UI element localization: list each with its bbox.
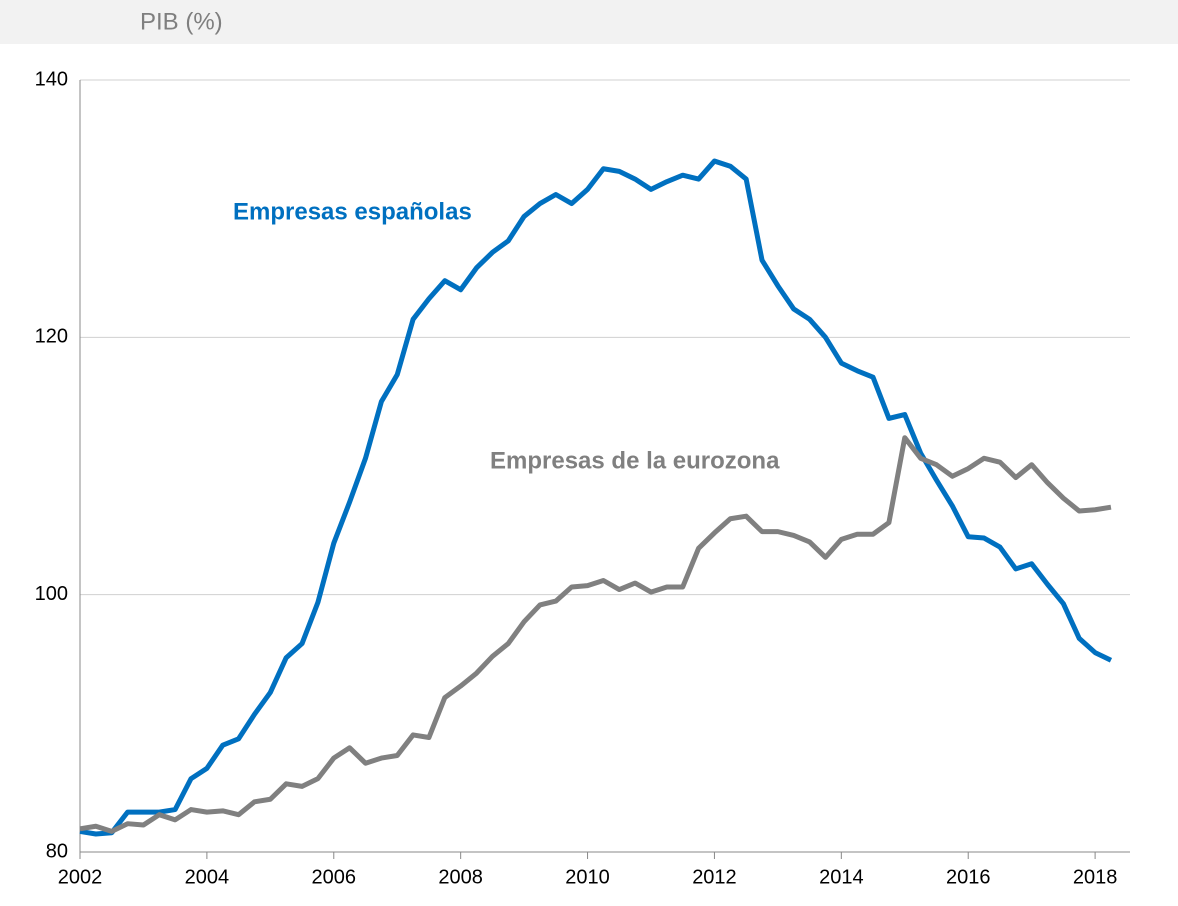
series-line [79,435,1112,834]
x-tick-label: 2004 [185,866,230,888]
chart-title: PIB (%) [140,8,223,35]
series-line [79,158,1113,837]
x-tick-label: 2010 [565,866,610,888]
x-tick-label: 2006 [312,866,357,888]
y-tick-label: 100 [35,583,68,605]
x-tick-label: 2016 [946,866,991,888]
x-tick-label: 2014 [819,866,864,888]
x-tick-label: 2018 [1073,866,1118,888]
y-tick-label: 120 [35,326,68,348]
y-tick-label: 80 [46,840,68,862]
x-tick-label: 2012 [692,866,737,888]
header-bar [0,0,1178,44]
y-tick-label: 140 [35,68,68,90]
series-label: Empresas de la eurozona [490,447,780,474]
x-tick-label: 2008 [438,866,483,888]
x-tick-label: 2002 [58,866,103,888]
series-label: Empresas españolas [233,198,472,225]
